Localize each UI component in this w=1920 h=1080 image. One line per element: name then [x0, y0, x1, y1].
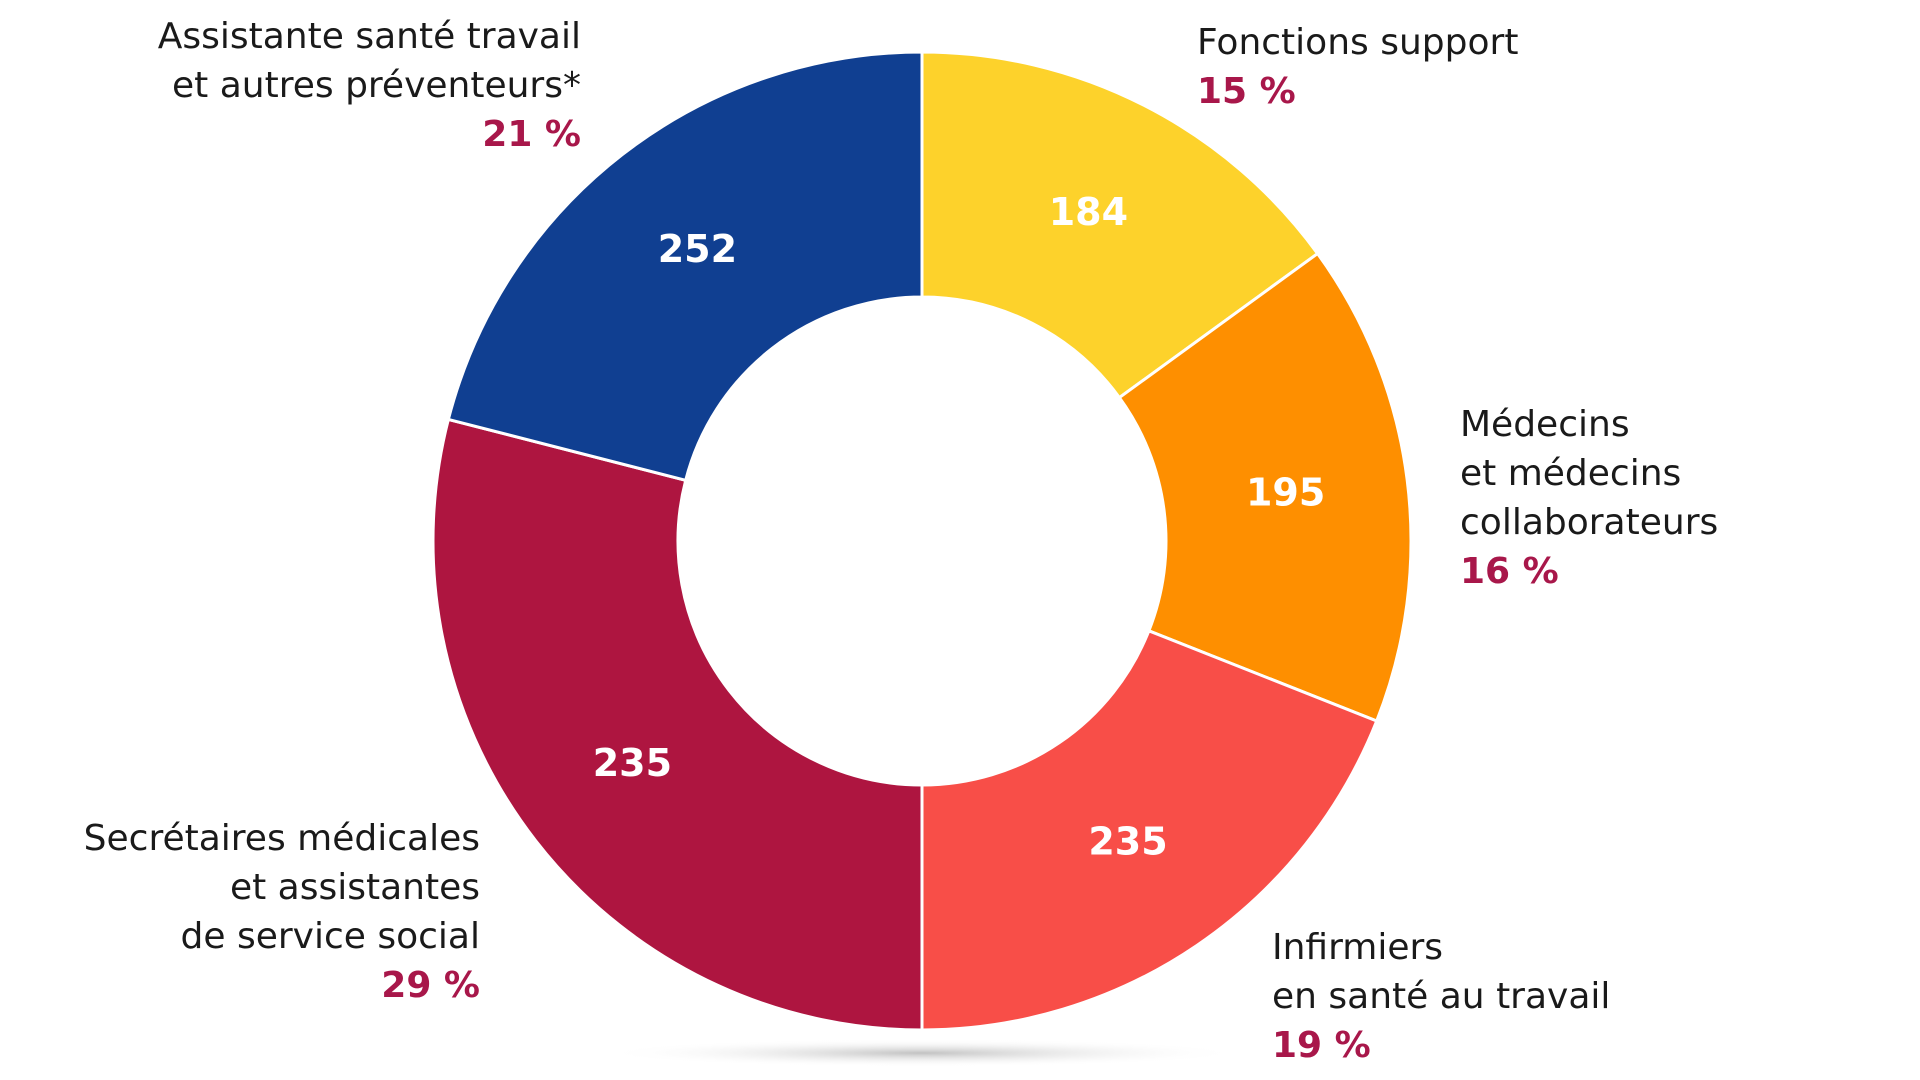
percent-label: 21 %: [482, 114, 581, 155]
slice-count: 235: [593, 741, 672, 785]
slice: [446, 50, 924, 483]
slice: [431, 417, 924, 1032]
shadow: [602, 1039, 1242, 1067]
slice-count: 184: [1049, 190, 1128, 234]
slice-count: 252: [658, 227, 737, 271]
slice-count: 195: [1246, 471, 1325, 515]
category-name: Fonctions support: [1197, 22, 1519, 63]
slice: [920, 50, 1320, 400]
slice-label: Secrétaires médicales et assistantes de …: [84, 814, 480, 1010]
category-name: Médecins et médecins collaborateurs: [1460, 404, 1719, 543]
slice: [1117, 251, 1413, 723]
category-name: Secrétaires médicales et assistantes de …: [83, 818, 480, 957]
slice-label: Médecins et médecins collaborateurs 16 %: [1460, 400, 1718, 596]
slice: [920, 628, 1379, 1032]
slice-count: 235: [1088, 820, 1167, 864]
slice-label: Assistante santé travail et autres préve…: [158, 12, 581, 159]
percent-label: 15 %: [1197, 71, 1296, 112]
category-name: Assistante santé travail et autres préve…: [157, 16, 581, 106]
percent-label: 19 %: [1272, 1025, 1371, 1066]
slice-label: Infirmiers en santé au travail 19 %: [1272, 923, 1610, 1070]
percent-label: 29 %: [381, 965, 480, 1006]
category-name: Infirmiers en santé au travail: [1272, 927, 1611, 1017]
slice-label: Fonctions support 15 %: [1197, 18, 1518, 116]
percent-label: 16 %: [1460, 551, 1559, 592]
